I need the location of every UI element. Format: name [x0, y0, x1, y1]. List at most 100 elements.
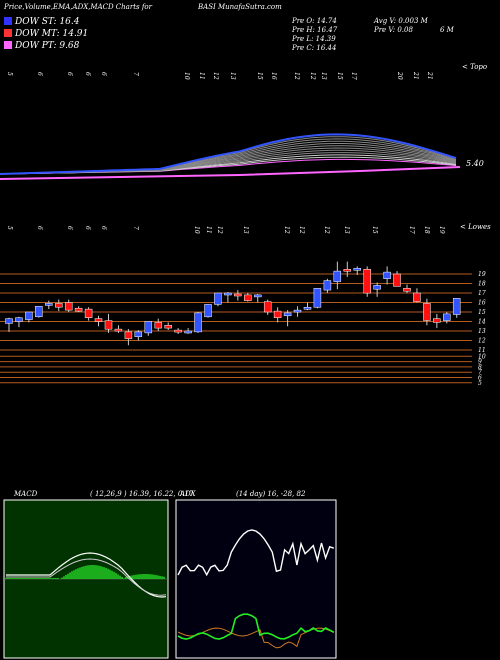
quote-pre-volume: Pre V: 0.08 [374, 26, 413, 34]
price-level-label: 14 [478, 319, 486, 326]
adx-label: ADX [180, 490, 196, 498]
candle-body [244, 294, 252, 301]
adx-background [175, 499, 337, 659]
quote-close: Pre C: 16.44 [292, 44, 337, 52]
chart-title: Price,Volume,EMA,ADX,MACD Charts for [4, 3, 152, 11]
ema-date-label: 12 [293, 72, 300, 80]
ema-date-label: 16 [270, 72, 277, 80]
price-date-label: 10 [193, 226, 200, 234]
candle-body [433, 318, 441, 323]
ema-date-label: 11 [198, 72, 205, 80]
adx-line [177, 529, 335, 577]
candle-body [323, 280, 332, 291]
price-date-label: 12 [298, 226, 305, 234]
price-date-label: 5 [6, 226, 13, 230]
price-date-label: 19 [438, 226, 445, 234]
ema-date-label: 21 [426, 71, 433, 80]
ema-date-label: 7 [132, 72, 139, 76]
ema-date-label: 21 [412, 71, 419, 80]
candle-body [403, 288, 411, 292]
legend-swatch-pt [4, 41, 12, 49]
macd-label: MACD [14, 490, 38, 498]
price-date-label: 6 [36, 226, 43, 230]
price-date-label: 18 [423, 226, 430, 234]
ema-date-label: 6 [36, 72, 43, 76]
adx-params: (14 day) 16, -28, 82 [236, 490, 306, 498]
macd-panel [3, 499, 169, 659]
candle-body [114, 328, 123, 332]
ema-date-label: 12 [212, 72, 219, 80]
price-level-label: 9 [478, 359, 482, 366]
ema-date-label: 6 [66, 72, 73, 76]
candle-body [124, 331, 133, 339]
ema-date-label: 6 [84, 72, 91, 76]
candle-body [35, 306, 43, 317]
legend-dow-pt: DOW PT: 9.68 [4, 41, 79, 51]
candle-body [393, 273, 401, 287]
candle-body [443, 313, 451, 321]
price-level-label: 11 [478, 347, 486, 354]
price-level-label: 17 [478, 290, 486, 297]
candle-body [263, 301, 272, 313]
ema-date-label: 15 [256, 72, 263, 80]
price-top-right-label: < Lowes [460, 223, 491, 231]
candle-body [383, 271, 391, 279]
candle-body [413, 292, 421, 302]
candle-body [234, 293, 242, 297]
candle-body [353, 268, 362, 271]
price-date-label: 6 [66, 226, 73, 230]
candle-body [104, 320, 113, 330]
price-level-label: 6 [478, 375, 482, 382]
ema-date-label: 12 [309, 72, 316, 80]
candle-body [174, 329, 182, 333]
candlesticks [5, 261, 461, 346]
price-date-label: 12 [323, 226, 330, 234]
candle-body [134, 331, 143, 337]
legend-dow-mt: DOW MT: 14.91 [4, 29, 88, 39]
price-date-label: 11 [205, 226, 212, 234]
price-date-label: 17 [408, 226, 415, 234]
legend-swatch-st [4, 17, 12, 25]
candle-body [194, 312, 202, 333]
candle-body [293, 309, 302, 313]
legend-pt-label: DOW PT: 9.68 [15, 41, 80, 51]
candle-body [5, 318, 13, 324]
candle-body [25, 311, 33, 320]
ema-date-axis: 5 6 6 6 6 7 10 11 12 13 15 16 12 12 13 15 17 20 21 21 [6, 71, 433, 80]
candle-body [254, 294, 262, 298]
legend-mt-label: DOW MT: 14.91 [15, 29, 89, 39]
legend-swatch-mt [4, 29, 12, 37]
price-level-label: 18 [478, 281, 486, 288]
candle-body [373, 285, 381, 290]
candle-body [452, 298, 461, 315]
price-level-label: 8 [478, 364, 482, 371]
price-level-label: 15 [478, 309, 486, 316]
macd-signal-line [6, 558, 167, 596]
quote-period: 6 M [440, 26, 454, 34]
ema-date-label: 10 [183, 72, 190, 80]
price-date-axis: 5 6 6 6 6 7 10 11 12 13 12 12 12 13 15 17 18 19 [6, 226, 445, 234]
ema-pt-line [0, 166, 461, 180]
price-date-label: 12 [283, 226, 290, 234]
candle-body [154, 322, 163, 329]
adx-panel [175, 499, 337, 659]
price-level-label: 7 [478, 369, 482, 376]
candle-body [74, 307, 83, 312]
quote-avg-volume: Avg V: 0.003 M [374, 17, 428, 25]
candle-body [333, 270, 342, 282]
ema-date-label: 5 [6, 72, 13, 76]
ema-last-value: 5.40 [466, 159, 484, 168]
price-date-label: 13 [343, 226, 350, 234]
price-date-label: 6 [84, 226, 91, 230]
price-level-label: 5 [478, 380, 482, 387]
candle-body [164, 325, 172, 329]
candle-body [224, 292, 232, 296]
legend-st-label: DOW ST: 16.4 [15, 17, 80, 27]
price-date-label: 15 [371, 226, 378, 234]
ema-line [0, 133, 457, 175]
candle-body [94, 318, 103, 322]
candle-body [55, 303, 63, 308]
candle-body [363, 269, 371, 294]
